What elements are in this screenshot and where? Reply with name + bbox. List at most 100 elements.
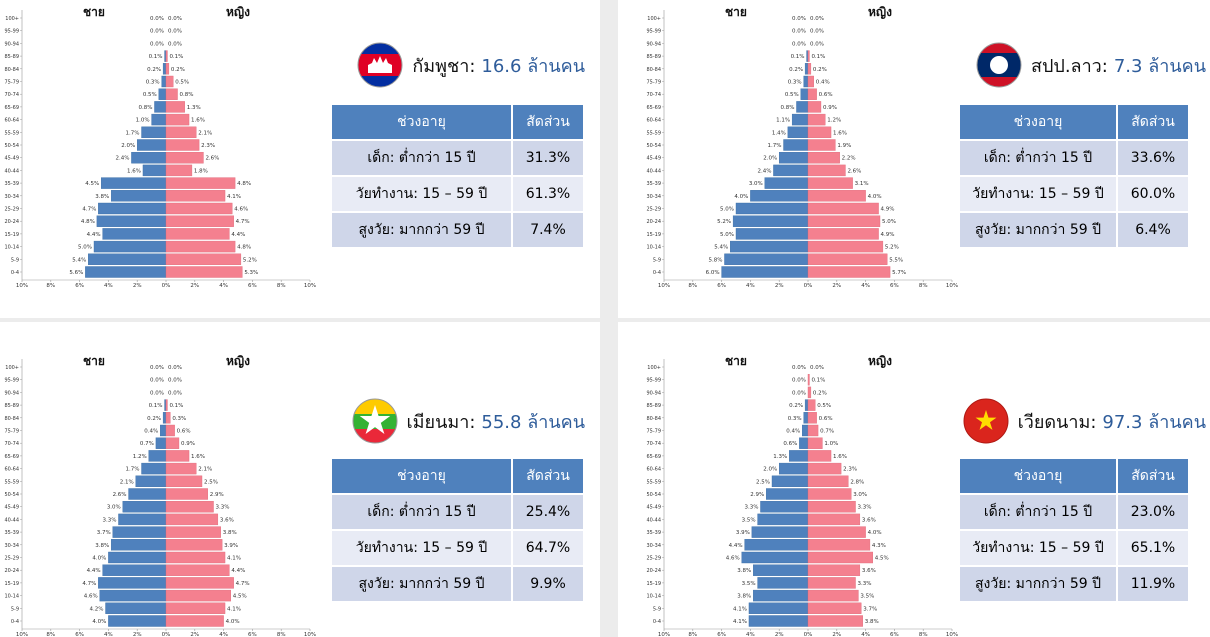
table-row: วัยทำงาน: 15 – 59 ปี 61.3% (330, 175, 585, 213)
bar (807, 215, 881, 227)
table-cell: 61.3% (511, 175, 585, 213)
y-tick-label: 40-44 (646, 517, 661, 523)
bar (165, 139, 200, 151)
y-tick-label: 60-64 (646, 118, 661, 124)
value-label: 5.4% (72, 257, 86, 263)
value-label: 4.2% (90, 606, 104, 612)
bar (148, 450, 167, 462)
value-label: 4.5% (85, 181, 99, 187)
value-label: 4.0% (226, 619, 240, 625)
bar (807, 437, 823, 449)
x-tick-label: 10% (658, 283, 670, 289)
value-label: 5.2% (243, 257, 257, 263)
table-row: สูงวัย: มากกว่า 59 ปี 9.9% (330, 565, 585, 603)
value-label: 4.9% (881, 232, 895, 238)
bar (807, 424, 819, 437)
x-tick-label: 8% (688, 632, 697, 637)
bar (807, 50, 810, 62)
flag-icon (357, 42, 403, 88)
value-label: 0.0% (168, 390, 182, 396)
value-label: 4.5% (875, 556, 889, 562)
value-label: 5.5% (889, 257, 903, 263)
table-row: วัยทำงาน: 15 – 59 ปี 64.7% (330, 529, 585, 567)
value-label: 0.2% (789, 67, 803, 73)
value-label: 0.2% (789, 403, 803, 409)
table-cell: 60.0% (1116, 175, 1190, 213)
y-tick-label: 85-89 (646, 54, 661, 60)
country-name: สปป.ลาว: (1030, 55, 1108, 77)
y-tick-label: 40-44 (646, 168, 661, 174)
bar (807, 386, 812, 399)
country-title: กัมพูชา: 16.6 ล้านคน (356, 40, 585, 90)
table-row: เด็ก: ต่ำกว่า 15 ปี 31.3% (330, 139, 585, 177)
y-tick-label: 5-9 (653, 257, 661, 263)
bar (807, 63, 812, 75)
value-label: 4.8% (237, 181, 251, 187)
bar (165, 228, 230, 240)
bar (807, 151, 840, 164)
value-label: 0.0% (792, 41, 806, 47)
pyramid-chart: 10% 8% 6% 4% 2% 0% 2% 4% 6% 8% 10% ชาย หญิง 100+ 0.0% 0… (646, 354, 958, 637)
x-tick-label: 6% (717, 283, 726, 289)
table-cell: เด็ก: ต่ำกว่า 15 ปี (958, 139, 1118, 177)
bar (807, 500, 856, 513)
table-row: สูงวัย: มากกว่า 59 ปี 7.4% (330, 211, 585, 249)
bar (165, 101, 185, 113)
bar (112, 526, 167, 538)
country-title: เมียนมา: 55.8 ล้านคน (351, 396, 585, 446)
y-tick-label: 90-94 (646, 41, 661, 47)
value-label: 4.9% (881, 207, 895, 213)
value-label: 4.0% (734, 194, 748, 200)
bar (778, 151, 809, 164)
value-label: 3.3% (744, 505, 758, 511)
x-tick-label: 6% (75, 632, 84, 637)
x-tick-label: 10% (946, 632, 958, 637)
bar (162, 412, 167, 424)
value-label: 4.1% (227, 556, 241, 562)
value-label: 4.7% (236, 219, 250, 225)
bar (807, 113, 826, 126)
bar (751, 526, 809, 538)
y-tick-label: 10-14 (4, 245, 19, 251)
table-cell: สูงวัย: มากกว่า 59 ปี (330, 565, 513, 603)
bar (744, 539, 809, 551)
x-tick-label: 4% (219, 283, 228, 289)
bar (118, 513, 167, 526)
value-label: 5.0% (720, 207, 734, 213)
header-cell: สัดส่วน (1116, 103, 1190, 141)
value-label: 4.0% (868, 530, 882, 536)
population: 55.8 ล้านคน (481, 411, 585, 433)
flag-icon (963, 398, 1009, 444)
bar (807, 101, 822, 113)
y-tick-label: 95-99 (4, 378, 19, 384)
value-label: 1.6% (833, 130, 847, 136)
x-tick-label: 8% (919, 632, 928, 637)
y-tick-label: 90-94 (646, 390, 661, 396)
pyramid-chart: 10% 8% 6% 4% 2% 0% 2% 4% 6% 8% 10% ชาย หญิง 100+ 0.0% 0… (646, 5, 958, 289)
value-label: 3.6% (220, 517, 234, 523)
value-label: 0.4% (144, 429, 158, 435)
value-label: 0.5% (143, 92, 157, 98)
value-label: 1.2% (827, 118, 841, 124)
value-label: 2.2% (842, 156, 856, 162)
value-label: 3.8% (95, 543, 109, 549)
bar (807, 589, 859, 602)
value-label: 1.6% (191, 454, 205, 460)
x-tick-label: 8% (46, 283, 55, 289)
value-label: 0.2% (147, 416, 161, 422)
value-label: 4.6% (234, 207, 248, 213)
bar (165, 424, 175, 437)
bar (807, 513, 861, 526)
y-tick-label: 100+ (647, 16, 661, 22)
value-label: 1.3% (187, 105, 201, 111)
y-tick-label: 50-54 (646, 492, 661, 498)
bar (165, 488, 208, 500)
bar (98, 577, 167, 589)
y-tick-label: 35-39 (4, 181, 19, 187)
pyramid-chart: 10% 8% 6% 4% 2% 0% 2% 4% 6% 8% 10% ชาย หญิง 100+ 0.0% 0… (4, 5, 316, 289)
bar (807, 602, 862, 615)
bar (98, 202, 167, 215)
y-tick-label: 85-89 (646, 403, 661, 409)
bar (807, 462, 842, 475)
value-label: 0.0% (810, 41, 824, 47)
